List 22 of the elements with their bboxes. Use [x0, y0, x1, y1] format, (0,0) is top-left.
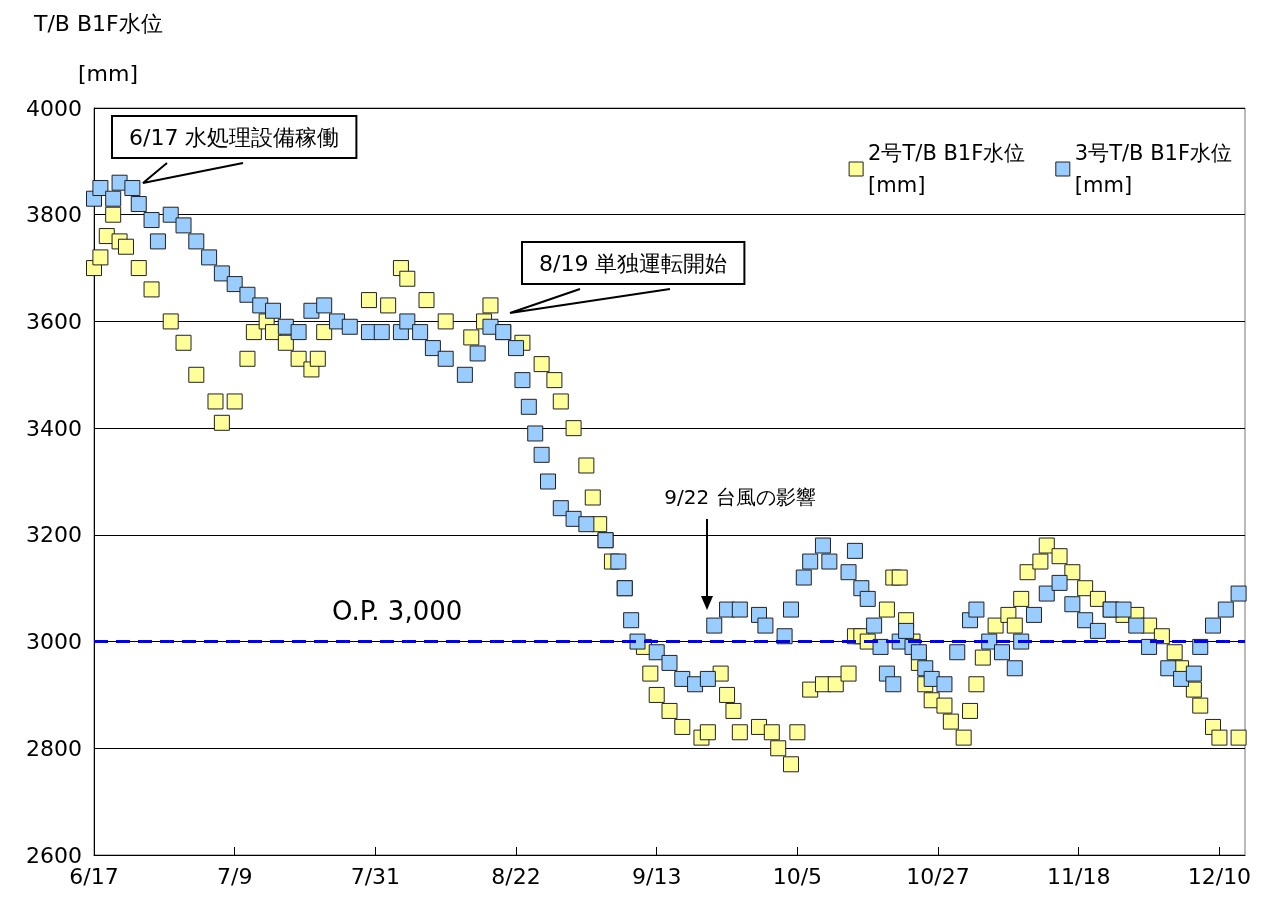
x-tick-label: 8/22 — [491, 863, 541, 889]
x-tick-label: 10/5 — [772, 863, 823, 889]
y-tick-label: 3800 — [26, 202, 82, 228]
y-tick-label: 4000 — [26, 95, 82, 121]
x-tick-label: 11/18 — [1047, 863, 1111, 889]
y-tick-label: 3000 — [26, 629, 82, 655]
y-axis-title: T/B B1F水位 [mm] — [33, 10, 163, 86]
y-tick-label: 3200 — [26, 522, 82, 548]
annotation: 8/19 単独運転開始 — [539, 250, 728, 276]
annotation: 9/22 台風の影響 — [664, 485, 816, 509]
x-tick-label: 7/31 — [350, 863, 401, 889]
annotation: 6/17 水処理設備稼働 — [129, 124, 340, 150]
legend-label: 2号T/B B1F水位 [mm] — [868, 141, 1026, 197]
legend-label: 3号T/B B1F水位 [mm] — [1074, 141, 1233, 197]
y-tick-label: 3600 — [26, 308, 82, 334]
x-tick-label: 9/13 — [632, 863, 682, 889]
ref-line-label: O.P. 3,000 — [332, 595, 463, 626]
x-tick-label: 10/27 — [906, 863, 970, 889]
x-tick-label: 12/10 — [1187, 863, 1252, 889]
x-tick-label: 7/9 — [216, 863, 253, 889]
y-tick-label: 2800 — [26, 735, 82, 761]
y-tick-label: 3400 — [26, 415, 82, 441]
